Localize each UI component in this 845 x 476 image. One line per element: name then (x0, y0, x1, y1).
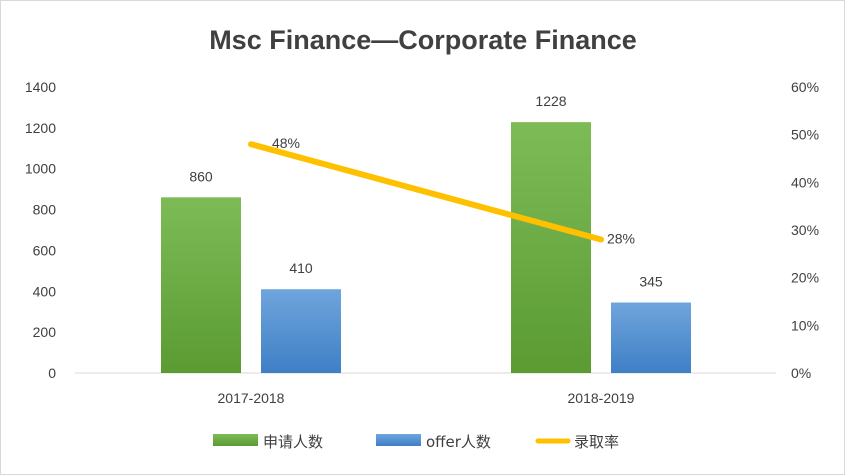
y-tick-label: 0 (48, 365, 56, 381)
legend-swatch (213, 434, 258, 446)
legend-swatch (376, 434, 421, 446)
y-tick-label: 400 (33, 283, 57, 299)
legend-label: 录取率 (574, 433, 619, 451)
legend-label: 申请人数 (263, 433, 323, 451)
y-tick-label: 1200 (25, 120, 56, 136)
bar (611, 302, 691, 373)
bar-data-label: 345 (639, 274, 663, 290)
y-tick-label: 1000 (25, 161, 56, 177)
y-axis-right: 0% 10% 20% 30% 40% 50% 60% (791, 79, 819, 381)
bar (261, 289, 341, 373)
bar-data-label: 860 (189, 168, 213, 184)
x-axis-categories: 2017-2018 2018-2019 (218, 390, 635, 406)
bar (511, 122, 591, 373)
y2-tick-label: 0% (791, 365, 811, 381)
bar-series (161, 122, 691, 373)
line-series (248, 141, 604, 243)
y-tick-label: 600 (33, 242, 57, 258)
y2-tick-label: 40% (791, 174, 819, 190)
data-labels: 860 1228 410 345 48% 28% (189, 93, 663, 289)
legend-label: offer人数 (426, 433, 491, 451)
x-tick-label: 2017-2018 (218, 390, 285, 406)
bar-data-label: 410 (289, 260, 313, 276)
line-data-label: 28% (607, 231, 635, 247)
y2-tick-label: 30% (791, 222, 819, 238)
y-tick-label: 800 (33, 202, 57, 218)
line-data-label: 48% (272, 135, 300, 151)
line-series-path (248, 141, 604, 243)
y2-tick-label: 50% (791, 127, 819, 143)
chart-title: Msc Finance—Corporate Finance (209, 25, 637, 55)
x-tick-label: 2018-2019 (568, 390, 635, 406)
y2-tick-label: 10% (791, 317, 819, 333)
y-axis-left: 0 200 400 600 800 1000 1200 1400 (25, 79, 56, 381)
bar (161, 197, 241, 373)
y-tick-label: 200 (33, 324, 57, 340)
y2-tick-label: 20% (791, 270, 819, 286)
y2-tick-label: 60% (791, 79, 819, 95)
legend: 申请人数 offer人数 录取率 (213, 433, 619, 451)
y-tick-label: 1400 (25, 79, 56, 95)
bar-data-label: 1228 (535, 93, 566, 109)
